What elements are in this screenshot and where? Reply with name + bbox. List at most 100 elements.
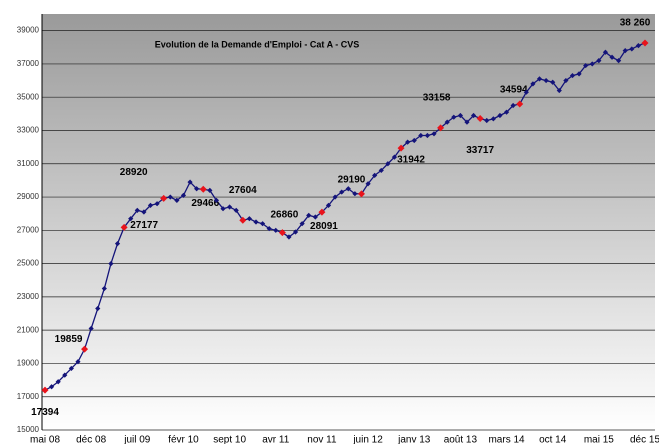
y-tick-label: 15000 [17,425,40,434]
data-point [616,57,622,64]
data-point [187,179,193,185]
data-point [199,185,207,193]
data-point [95,305,101,312]
y-tick-label: 39000 [17,26,40,35]
data-label: 26860 [270,209,298,220]
data-point [299,221,305,227]
chart-title: Evolution de la Demande d'Emploi - Cat A… [155,39,360,49]
data-point [213,197,220,203]
data-point [503,109,510,115]
data-point [55,379,61,385]
data-point [81,345,89,353]
data-point [273,227,279,233]
data-point [451,114,457,120]
y-tick-label: 35000 [17,92,40,101]
data-point [207,187,213,193]
data-point [490,116,496,122]
data-point [391,154,398,160]
data-point [563,77,569,84]
x-tick-label: juin 12 [352,435,383,444]
data-point [345,186,351,192]
data-point [431,131,437,137]
data-point [286,234,292,240]
data-point [405,139,411,145]
data-point [418,132,424,139]
data-point [556,87,562,94]
data-point [516,100,524,108]
data-point [635,43,642,49]
data-point [41,386,49,394]
data-point [470,112,477,119]
data-point [227,204,233,210]
data-point [180,192,187,198]
y-tick-label: 37000 [17,59,40,68]
data-point [583,62,589,69]
data-point [602,49,609,55]
data-point [476,115,484,123]
x-tick-label: déc 08 [76,435,106,444]
y-tick-label: 17000 [17,392,40,401]
data-label: 28920 [120,167,148,178]
data-point [550,79,556,85]
data-point [332,194,338,200]
data-point [114,241,121,247]
data-point [622,48,628,54]
y-tick-label: 21000 [17,325,40,334]
data-point [141,209,147,215]
data-point [457,112,463,119]
data-label: 19859 [55,334,83,345]
data-point [312,214,318,220]
data-point [62,372,68,378]
y-tick-label: 33000 [17,126,40,135]
x-tick-label: avr 11 [262,435,289,444]
data-point [510,102,516,109]
data-point [378,167,384,174]
data-point [154,201,160,207]
data-point [357,190,365,198]
data-point [167,194,173,200]
data-point [147,202,154,208]
data-point [88,325,94,332]
data-label: 31942 [397,155,425,166]
data-point [68,365,74,372]
x-tick-label: janv 13 [397,435,431,444]
data-point [108,261,114,267]
data-point [411,137,417,144]
y-tick-label: 27000 [17,225,40,234]
data-point [339,189,345,195]
data-point [246,216,252,222]
data-label: 29466 [191,198,219,209]
data-point [530,81,536,87]
data-point [641,39,649,47]
data-point [576,71,582,77]
data-point [266,226,272,232]
data-point [325,202,332,208]
data-point [365,181,371,187]
x-tick-label: juil 09 [123,435,151,444]
data-point [253,219,259,225]
x-tick-label: mars 14 [488,435,525,444]
data-point [259,221,266,227]
data-point [306,212,312,218]
data-point [75,359,81,365]
data-point [372,172,378,179]
data-point [174,197,180,203]
data-point [233,207,239,213]
data-point [278,229,286,237]
data-point [497,112,503,119]
data-point [437,124,445,132]
data-point [134,207,140,213]
data-point [48,384,55,390]
data-point [444,119,450,125]
data-label: 33158 [423,92,451,103]
data-point [569,72,576,79]
data-point [160,194,168,202]
data-point [596,57,602,64]
data-point [609,54,615,60]
data-label: 27177 [130,220,158,231]
y-tick-label: 29000 [17,192,40,201]
x-tick-label: août 13 [444,435,478,444]
x-tick-label: nov 11 [307,435,337,444]
data-point [523,89,529,95]
